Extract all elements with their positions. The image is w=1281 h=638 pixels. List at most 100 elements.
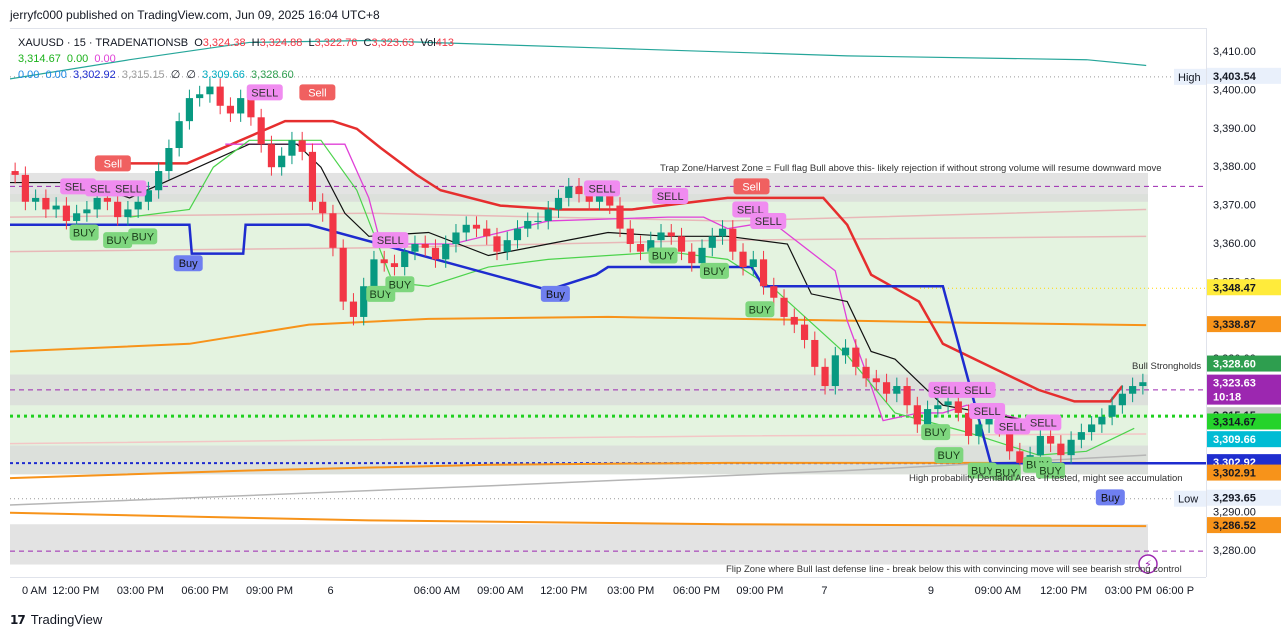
candle-body xyxy=(790,316,798,325)
candle-body xyxy=(616,205,624,229)
signal-sell-label: SELL xyxy=(584,180,621,197)
price-tag-bg xyxy=(1207,517,1281,534)
candle-body xyxy=(903,386,911,406)
signal-box xyxy=(584,180,621,197)
candle-body xyxy=(329,213,337,248)
legend-low-label: L xyxy=(308,37,315,49)
signal-text: BUY xyxy=(703,266,726,278)
candle-body xyxy=(288,140,296,156)
signal-text: SELL xyxy=(115,183,142,195)
x-tick-label: 03:00 PM xyxy=(607,585,654,597)
candle-body xyxy=(73,213,81,221)
price-tag-value: 3,403.54 xyxy=(1213,71,1257,83)
price-axis[interactable]: 3,410.00 3,400.00 3,390.00 3,380.00 3,370.00… xyxy=(1206,28,1281,577)
candle-body xyxy=(411,243,419,252)
signal-text: SELL xyxy=(999,421,1026,433)
candle-body xyxy=(1047,435,1055,444)
time-axis[interactable]: 0 AM 12:00 PM 03:00 PM 06:00 PM 09:00 PM 6 06:… xyxy=(10,577,1206,602)
signal-buy-label: BUY xyxy=(648,247,678,264)
candle-body xyxy=(1057,443,1065,456)
price-tag-bg xyxy=(1207,374,1281,405)
chart-pane[interactable]: XAUUSD · 15 · TRADENATIONSB O3,324.38 H3… xyxy=(10,28,1206,578)
legend-vol-label: Vol xyxy=(420,37,436,49)
candle-body xyxy=(893,386,901,394)
legend-open-label: O xyxy=(194,37,203,49)
candle-body xyxy=(780,297,788,317)
signal-box xyxy=(110,180,147,197)
legend-row-3: 0.00 0.00 3,302.92 3,315.15 ∅ ∅ 3,309.66… xyxy=(18,67,457,83)
candle-body xyxy=(934,405,942,410)
signal-text: SELL xyxy=(964,385,991,397)
signal-buy-label: BUY xyxy=(934,447,964,464)
candle-body xyxy=(155,171,163,191)
candle-body xyxy=(657,232,665,241)
candle-body xyxy=(226,105,235,114)
signal-text: BUY xyxy=(389,279,412,291)
signal-box xyxy=(385,276,415,293)
signal-text: Buy xyxy=(1101,492,1120,504)
signal-box xyxy=(1036,462,1066,479)
legend-row3-value: 3,328.60 xyxy=(250,69,294,81)
y-tick-label: 3,280.00 xyxy=(1213,545,1256,557)
signal-sell-label: Sell xyxy=(299,84,336,101)
y-tick-label: 3,400.00 xyxy=(1213,84,1256,96)
legend-row2-value: 0.00 xyxy=(94,53,116,65)
candle-body xyxy=(595,194,604,202)
signal-text: BUY xyxy=(131,231,154,243)
candle-body xyxy=(975,424,983,436)
x-tick-label: 12:00 PM xyxy=(1040,585,1087,597)
candle-body xyxy=(688,251,696,264)
x-tick-label: 06:00 PM xyxy=(673,585,720,597)
signal-sell-label: SELL xyxy=(928,381,965,398)
candle-body xyxy=(852,347,860,367)
x-tick-label: 06:00 PM xyxy=(181,585,228,597)
signal-box xyxy=(994,418,1031,435)
candle-body xyxy=(739,251,747,268)
signal-box xyxy=(69,224,99,241)
ohlc-legend: XAUUSD · 15 · TRADENATIONSB O3,324.38 H3… xyxy=(18,35,457,83)
signal-box xyxy=(733,178,770,195)
signal-box xyxy=(969,402,1006,419)
candle-body xyxy=(831,355,839,387)
price-tag-bg xyxy=(1207,316,1281,333)
y-tick-label: 3,360.00 xyxy=(1213,238,1256,250)
signal-buy-label: BUY xyxy=(128,228,158,245)
x-tick-label: 03:00 PM xyxy=(1105,585,1152,597)
x-tick-label: 06:00 AM xyxy=(414,585,460,597)
candle-body xyxy=(1118,393,1126,406)
legend-symbol[interactable]: XAUUSD · 15 · TRADENATIONSB xyxy=(18,37,189,49)
price-tag-value: 3,328.60 xyxy=(1213,359,1256,371)
y-tick-label: 3,390.00 xyxy=(1213,123,1256,135)
candle-body xyxy=(1129,386,1137,394)
x-tick-label: 09:00 PM xyxy=(246,585,293,597)
candle-body xyxy=(339,247,347,302)
candle-body xyxy=(206,86,214,95)
signal-buy-label: Buy xyxy=(1095,489,1125,506)
footer-brand[interactable]: TradingView xyxy=(30,612,103,627)
candle-body xyxy=(626,228,634,244)
candle-body xyxy=(62,205,70,221)
orange-ma-1 xyxy=(10,315,1147,353)
candle-body xyxy=(308,151,317,202)
flash-glyph: ⚡ xyxy=(1144,559,1152,571)
signal-buy-label: BUY xyxy=(921,424,951,441)
signal-box xyxy=(928,381,965,398)
candle-body xyxy=(267,144,276,168)
signal-buy-label: BUY xyxy=(745,301,775,318)
signal-buy-label: BUY xyxy=(385,276,415,293)
x-tick-label: 09:00 AM xyxy=(477,585,523,597)
candle-body xyxy=(11,171,19,175)
candle-body xyxy=(872,378,880,383)
price-tag-value: 3,348.47 xyxy=(1213,282,1256,294)
candle-body xyxy=(821,366,829,387)
candle-body xyxy=(524,220,532,229)
candle-body xyxy=(513,228,522,241)
candle-body xyxy=(1036,435,1044,456)
signal-text: BUY xyxy=(971,466,994,478)
candle-body xyxy=(1006,428,1014,452)
candle-body xyxy=(175,121,183,149)
candle-body xyxy=(52,205,60,210)
price-tag-value: 3,309.66 xyxy=(1213,434,1256,446)
candle-body xyxy=(718,228,727,237)
